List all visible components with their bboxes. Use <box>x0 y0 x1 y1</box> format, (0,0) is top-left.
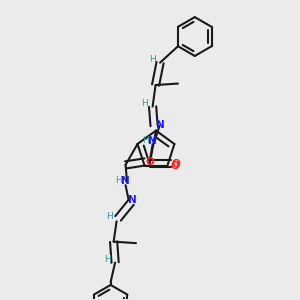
Text: N: N <box>128 194 136 205</box>
Text: H: H <box>141 99 148 108</box>
Text: O: O <box>172 159 180 169</box>
Text: N: N <box>148 136 157 146</box>
Text: H: H <box>149 55 156 64</box>
Text: H: H <box>104 255 110 264</box>
Text: H: H <box>106 212 112 221</box>
Text: H: H <box>115 176 122 185</box>
Text: O: O <box>170 161 179 171</box>
Text: N: N <box>121 176 130 186</box>
Text: H: H <box>142 136 149 146</box>
Text: O: O <box>146 157 155 167</box>
Text: N: N <box>156 120 165 130</box>
